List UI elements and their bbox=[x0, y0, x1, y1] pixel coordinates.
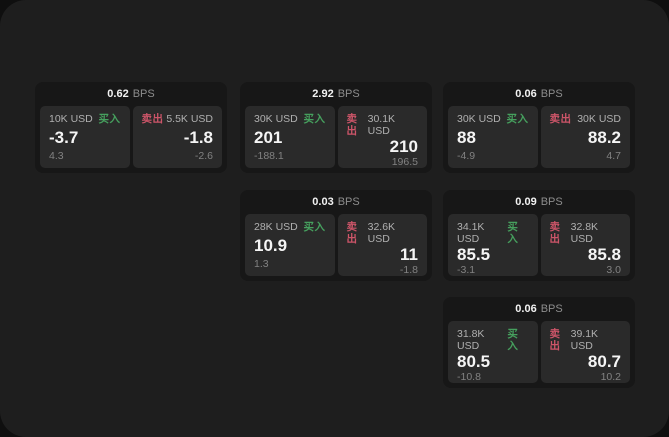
buy-price: 201 bbox=[254, 128, 283, 147]
buy-price: 85.5 bbox=[457, 245, 491, 264]
quote-card: 0.09 BPS 34.1K USD 买入 85.5 -3.1 卖出 32.8K… bbox=[443, 190, 635, 281]
spread-header: 0.06 BPS bbox=[443, 297, 635, 321]
spread-value: 0.62 bbox=[107, 88, 129, 100]
buy-tile[interactable]: 34.1K USD 买入 85.5 -3.1 bbox=[448, 214, 538, 276]
buy-delta: 1.3 bbox=[254, 258, 269, 270]
quote-card: 0.06 BPS 30K USD 买入 88 -4.9 卖出 30K USD 8… bbox=[443, 82, 635, 173]
sell-tile[interactable]: 卖出 32.6K USD 11 -1.8 bbox=[337, 214, 427, 276]
buy-delta: -3.1 bbox=[457, 264, 476, 276]
sell-notional: 30.1K USD bbox=[367, 113, 396, 137]
buy-tile[interactable]: 10K USD 买入 -3.7 4.3 bbox=[40, 106, 130, 168]
sell-tile[interactable]: 卖出 39.1K USD 80.7 10.2 bbox=[540, 321, 630, 383]
quote-card: 0.06 BPS 31.8K USD 买入 80.5 -10.8 卖出 39.1… bbox=[443, 297, 635, 388]
spread-header: 0.06 BPS bbox=[443, 82, 635, 106]
buy-notional: 30K USD bbox=[254, 113, 298, 125]
sell-side-label: 卖出 bbox=[549, 328, 561, 352]
sell-tile[interactable]: 卖出 30K USD 88.2 4.7 bbox=[540, 106, 630, 168]
spread-unit-label: BPS bbox=[337, 196, 360, 208]
buy-side-label: 买入 bbox=[303, 221, 326, 233]
sell-side-label: 卖出 bbox=[346, 113, 358, 137]
buy-side-label: 买入 bbox=[303, 113, 326, 125]
buy-tile[interactable]: 28K USD 买入 10.9 1.3 bbox=[245, 214, 335, 276]
sell-notional: 39.1K USD bbox=[570, 328, 599, 352]
buy-side-label: 买入 bbox=[507, 328, 519, 352]
sell-side-label: 卖出 bbox=[549, 113, 572, 125]
sell-price: 11 bbox=[400, 245, 418, 264]
buy-notional: 10K USD bbox=[49, 113, 93, 125]
sell-delta: 4.7 bbox=[606, 150, 621, 162]
spread-unit-label: BPS bbox=[337, 88, 360, 100]
sell-price: 85.8 bbox=[587, 245, 621, 264]
spread-header: 0.09 BPS bbox=[443, 190, 635, 214]
spread-value: 2.92 bbox=[312, 88, 334, 100]
buy-tile[interactable]: 30K USD 买入 201 -188.1 bbox=[245, 106, 335, 168]
spread-unit-label: BPS bbox=[540, 88, 563, 100]
sell-price: 80.7 bbox=[587, 352, 621, 371]
sell-delta: 10.2 bbox=[600, 371, 621, 383]
sell-delta: -2.6 bbox=[194, 150, 213, 162]
buy-notional: 34.1K USD bbox=[457, 221, 485, 245]
spread-value: 0.06 bbox=[515, 303, 537, 315]
quote-card: 2.92 BPS 30K USD 买入 201 -188.1 卖出 30.1K … bbox=[240, 82, 432, 173]
spread-value: 0.03 bbox=[312, 196, 334, 208]
buy-delta: -10.8 bbox=[457, 371, 481, 383]
buy-notional: 30K USD bbox=[457, 113, 501, 125]
spread-unit-label: BPS bbox=[540, 196, 563, 208]
spread-unit-label: BPS bbox=[132, 88, 155, 100]
sell-price: -1.8 bbox=[183, 128, 213, 147]
sell-delta: 196.5 bbox=[391, 156, 418, 168]
sell-side-label: 卖出 bbox=[346, 221, 358, 245]
sell-notional: 32.8K USD bbox=[570, 221, 599, 245]
buy-delta: -4.9 bbox=[457, 150, 476, 162]
spread-value: 0.06 bbox=[515, 88, 537, 100]
buy-side-label: 买入 bbox=[98, 113, 121, 125]
buy-side-label: 买入 bbox=[507, 221, 519, 245]
buy-price: 88 bbox=[457, 128, 476, 147]
sell-side-label: 卖出 bbox=[141, 113, 164, 125]
sell-delta: -1.8 bbox=[399, 264, 418, 276]
buy-price: 80.5 bbox=[457, 352, 491, 371]
quote-card: 0.62 BPS 10K USD 买入 -3.7 4.3 卖出 5.5K USD… bbox=[35, 82, 227, 173]
quote-card: 0.03 BPS 28K USD 买入 10.9 1.3 卖出 32.6K US… bbox=[240, 190, 432, 281]
sell-tile[interactable]: 卖出 30.1K USD 210 196.5 bbox=[337, 106, 427, 168]
buy-delta: -188.1 bbox=[254, 150, 284, 162]
buy-notional: 28K USD bbox=[254, 221, 298, 233]
buy-delta: 4.3 bbox=[49, 150, 64, 162]
spread-header: 0.62 BPS bbox=[35, 82, 227, 106]
sell-tile[interactable]: 卖出 5.5K USD -1.8 -2.6 bbox=[132, 106, 222, 168]
sell-tile[interactable]: 卖出 32.8K USD 85.8 3.0 bbox=[540, 214, 630, 276]
spread-unit-label: BPS bbox=[540, 303, 563, 315]
spread-value: 0.09 bbox=[515, 196, 537, 208]
buy-side-label: 买入 bbox=[506, 113, 529, 125]
sell-notional: 32.6K USD bbox=[367, 221, 396, 245]
sell-price: 210 bbox=[389, 137, 418, 156]
buy-tile[interactable]: 30K USD 买入 88 -4.9 bbox=[448, 106, 538, 168]
sell-delta: 3.0 bbox=[606, 264, 621, 276]
buy-tile[interactable]: 31.8K USD 买入 80.5 -10.8 bbox=[448, 321, 538, 383]
spread-header: 2.92 BPS bbox=[240, 82, 432, 106]
sell-side-label: 卖出 bbox=[549, 221, 561, 245]
buy-price: 10.9 bbox=[254, 236, 288, 255]
sell-notional: 30K USD bbox=[577, 113, 621, 125]
sell-price: 88.2 bbox=[587, 128, 621, 147]
buy-price: -3.7 bbox=[49, 128, 79, 147]
buy-notional: 31.8K USD bbox=[457, 328, 485, 352]
spread-header: 0.03 BPS bbox=[240, 190, 432, 214]
sell-notional: 5.5K USD bbox=[166, 113, 213, 125]
